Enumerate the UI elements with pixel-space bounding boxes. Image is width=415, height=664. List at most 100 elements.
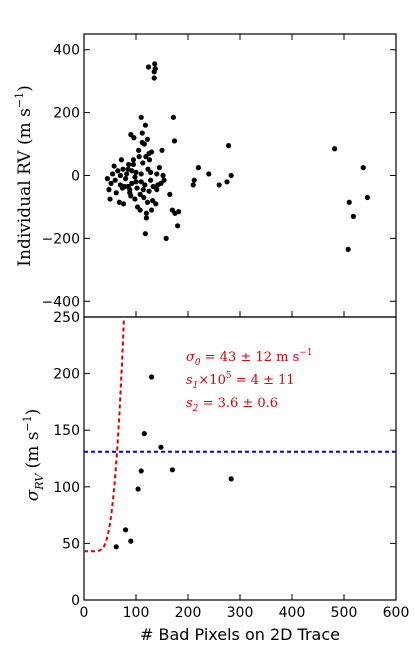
data-point xyxy=(104,176,110,182)
data-point xyxy=(138,468,144,474)
data-point xyxy=(345,246,351,252)
data-point xyxy=(134,185,140,191)
data-point xyxy=(147,169,154,175)
data-point xyxy=(167,191,173,197)
data-point xyxy=(151,75,157,81)
data-point xyxy=(120,201,127,207)
data-point xyxy=(158,444,164,450)
data-point xyxy=(128,538,134,544)
data-point xyxy=(130,157,136,163)
top-scatter-points xyxy=(104,61,370,252)
data-point xyxy=(117,172,123,179)
data-point xyxy=(190,182,196,188)
y-tick-label: −200 xyxy=(42,231,80,247)
y-tick-label: −400 xyxy=(42,294,80,310)
data-point xyxy=(161,177,167,183)
data-point xyxy=(106,187,112,193)
data-point xyxy=(123,176,129,182)
data-point xyxy=(216,182,222,188)
x-tick-label: 200 xyxy=(175,605,202,621)
data-point xyxy=(142,231,148,237)
data-point xyxy=(228,476,234,482)
data-point xyxy=(224,179,230,185)
data-point xyxy=(159,147,165,153)
data-point xyxy=(120,166,126,172)
data-point xyxy=(129,180,135,186)
data-point xyxy=(142,182,148,188)
data-point xyxy=(228,172,234,179)
data-point xyxy=(118,157,125,163)
data-point xyxy=(206,171,212,177)
y-tick-label: 0 xyxy=(71,593,80,609)
data-point xyxy=(133,179,139,185)
data-point xyxy=(170,114,177,120)
data-point xyxy=(146,157,153,163)
data-point xyxy=(149,374,155,380)
data-point xyxy=(132,196,138,202)
x-tick-label: 0 xyxy=(80,605,89,621)
y-tick-label: 250 xyxy=(53,310,80,326)
y-tick-label: 150 xyxy=(53,423,80,439)
data-point xyxy=(143,215,149,221)
data-point xyxy=(110,171,116,177)
data-point xyxy=(147,177,154,183)
data-point xyxy=(133,169,139,175)
data-point xyxy=(130,161,136,168)
fit-curve xyxy=(84,316,125,553)
data-point xyxy=(364,194,370,201)
top-plot-frame xyxy=(83,33,397,318)
y-tick-label: 400 xyxy=(53,43,80,59)
data-point xyxy=(138,171,144,177)
data-point xyxy=(113,544,119,550)
data-point xyxy=(135,486,141,492)
data-point xyxy=(138,114,144,120)
data-point xyxy=(112,177,118,183)
data-point xyxy=(153,201,159,207)
data-point xyxy=(140,160,146,166)
data-point xyxy=(146,188,152,194)
y-tick-label: 0 xyxy=(71,169,80,185)
data-point xyxy=(154,171,160,177)
data-point xyxy=(169,467,175,473)
data-point xyxy=(136,154,142,160)
data-point xyxy=(144,136,151,142)
data-point xyxy=(150,183,156,190)
x-tick-label: 600 xyxy=(383,605,410,621)
data-point xyxy=(136,147,142,153)
x-tick-label: 500 xyxy=(331,605,358,621)
annotation-sigma0: σ0 = 43 ± 12 m s−1 xyxy=(186,348,313,368)
data-point xyxy=(225,143,232,149)
data-point xyxy=(175,223,181,229)
data-point xyxy=(145,64,152,70)
data-point xyxy=(160,172,166,179)
data-point xyxy=(137,207,143,213)
bottom-y-axis: 0 50 100 150 200 250 xyxy=(53,310,396,609)
data-point xyxy=(108,180,114,186)
data-point xyxy=(195,165,201,171)
data-point xyxy=(149,149,155,155)
data-point xyxy=(141,194,147,201)
x-tick-label: 400 xyxy=(279,605,306,621)
top-y-axis-title: Individual RV (m s−1) xyxy=(13,85,35,266)
bottom-x-axis: 0 100 200 300 400 500 600 xyxy=(80,594,410,621)
data-point xyxy=(139,130,145,136)
sigma-rv-panel: 0 50 100 150 200 250 0 100 200 300 400 500 600 σRV … xyxy=(21,310,409,644)
data-point xyxy=(124,171,130,177)
annotation-s2: s2 = 3.6 ± 0.6 xyxy=(186,396,278,414)
data-point xyxy=(143,210,149,216)
data-point xyxy=(176,209,182,215)
data-point xyxy=(191,177,197,183)
data-point xyxy=(140,187,146,193)
data-point xyxy=(154,187,160,193)
y-tick-label: 200 xyxy=(53,106,80,122)
data-point xyxy=(152,65,158,72)
data-point xyxy=(141,141,147,147)
y-tick-label: 100 xyxy=(53,480,80,496)
data-point xyxy=(137,191,143,197)
data-point xyxy=(129,168,135,174)
top-y-axis: −400 −200 0 200 400 xyxy=(42,34,397,317)
data-point xyxy=(144,199,151,205)
x-tick-label: 100 xyxy=(123,605,150,621)
bottom-scatter-points xyxy=(113,374,234,550)
